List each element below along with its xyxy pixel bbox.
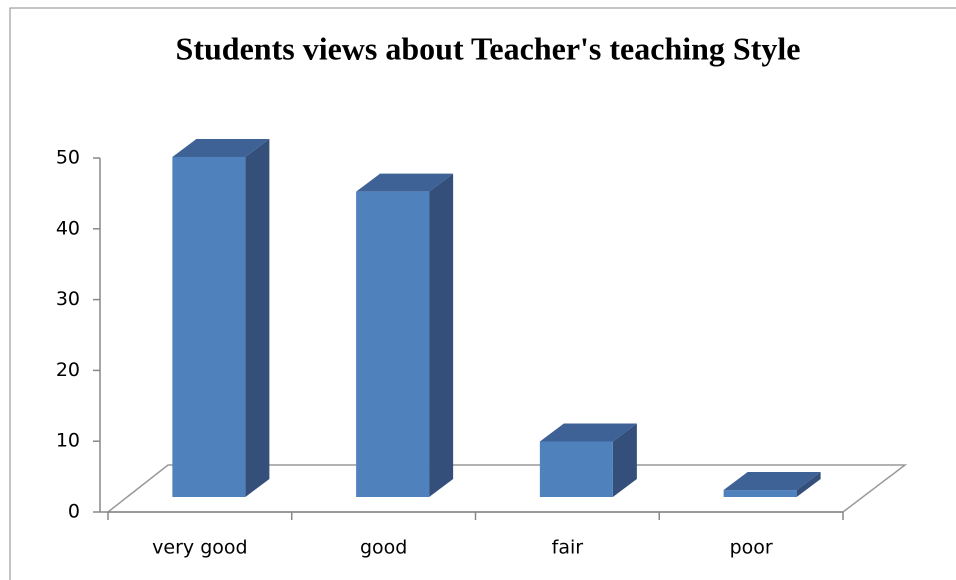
x-tick-label: very good [152,537,247,559]
y-tick-label: 0 [68,501,80,523]
y-tick-label: 10 [56,430,80,452]
chart-border [9,7,956,580]
bar-side [429,173,454,497]
y-tick-label: 20 [56,359,80,381]
bar-side [612,423,637,497]
y-tick-label: 50 [56,147,80,169]
bar-top [172,138,270,157]
x-tick-label: fair [552,537,584,559]
y-tick-label: 40 [56,217,80,239]
bar-side [796,472,821,497]
bar [723,490,797,497]
bar-side [245,138,270,497]
chart-title: Students views about Teacher's teaching … [176,30,801,66]
bar [356,191,430,497]
x-tick-label: good [360,537,407,559]
bar [172,156,246,497]
bar-top [539,423,637,442]
x-tick-label: poor [730,537,773,559]
bar-top [723,472,821,491]
bar-top [356,173,454,192]
bar [539,441,613,497]
y-tick-label: 30 [56,288,80,310]
